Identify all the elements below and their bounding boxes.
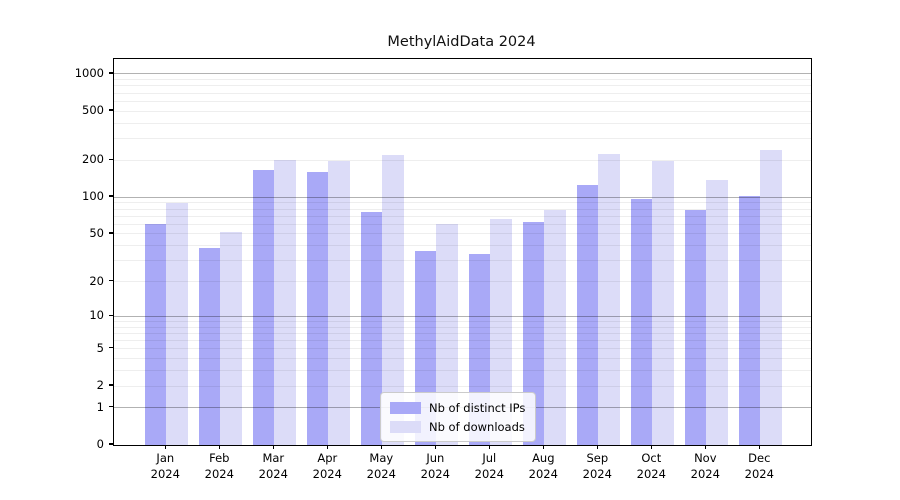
- x-tick-label-may: May 2024: [366, 451, 396, 481]
- chart-title: MethylAidData 2024: [387, 34, 536, 50]
- bar-ips-nov: [684, 209, 707, 445]
- x-tick-jan: [164, 445, 166, 449]
- y-tick-1: [108, 406, 113, 408]
- x-tick-dec: [758, 445, 760, 449]
- bar-ips-apr: [306, 172, 329, 445]
- x-tick-aug: [542, 445, 544, 449]
- x-tick-may: [380, 445, 382, 449]
- bar-downloads-jul: [490, 219, 512, 445]
- y-tick-100: [108, 195, 113, 197]
- x-tick-mar: [272, 445, 274, 449]
- x-tick-label-oct: Oct 2024: [636, 451, 666, 481]
- x-tick-label-mar: Mar 2024: [258, 451, 288, 481]
- x-tick-feb: [218, 445, 220, 449]
- y-tick-label-1: 1: [96, 399, 104, 414]
- x-tick-jul: [488, 445, 490, 449]
- x-tick-label-apr: Apr 2024: [312, 451, 342, 481]
- x-tick-label-jul: Jul 2024: [474, 451, 504, 481]
- y-tick-200: [108, 158, 113, 160]
- bar-ips-may: [360, 211, 383, 445]
- legend-swatch-downloads: [390, 420, 421, 433]
- y-tick-label-20: 20: [89, 273, 104, 288]
- y-tick-1000: [108, 72, 113, 74]
- bar-downloads-feb: [220, 231, 242, 445]
- legend-swatch-distinct-ips: [390, 401, 421, 414]
- y-tick-label-100: 100: [82, 189, 104, 204]
- bar-ips-sep: [576, 184, 599, 445]
- bar-ips-dec: [738, 196, 761, 445]
- bar-downloads-sep: [598, 154, 620, 445]
- plot-area: Nb of distinct IPs Nb of downloads: [113, 58, 812, 446]
- y-tick-20: [108, 279, 113, 282]
- legend: Nb of distinct IPs Nb of downloads: [380, 392, 537, 442]
- y-tick-5: [108, 347, 113, 349]
- y-tick-label-0: 0: [96, 437, 104, 451]
- bar-downloads-apr: [328, 160, 350, 445]
- x-tick-sep: [596, 445, 598, 449]
- y-tick-10: [108, 314, 113, 316]
- bar-ips-jan: [144, 224, 167, 445]
- legend-label-distinct-ips: Nb of distinct IPs: [429, 400, 526, 415]
- bar-ips-mar: [252, 170, 275, 445]
- y-tick-label-1000: 1000: [74, 65, 104, 80]
- x-tick-label-nov: Nov 2024: [690, 451, 720, 481]
- bar-downloads-mar: [274, 159, 296, 445]
- y-tick-label-5: 5: [96, 340, 104, 355]
- x-tick-apr: [326, 445, 328, 449]
- y-tick-500: [108, 109, 113, 111]
- legend-label-downloads: Nb of downloads: [429, 419, 525, 434]
- x-tick-nov: [704, 445, 706, 449]
- x-tick-jun: [434, 445, 436, 449]
- bar-downloads-aug: [544, 210, 566, 445]
- x-tick-label-feb: Feb 2024: [204, 451, 234, 481]
- bar-downloads-may: [382, 154, 404, 445]
- x-tick-label-jan: Jan 2024: [150, 451, 180, 481]
- bars-layer: [114, 59, 811, 445]
- bar-downloads-dec: [760, 150, 782, 445]
- bar-downloads-jan: [166, 202, 188, 445]
- y-tick-50: [108, 232, 113, 234]
- x-tick-label-dec: Dec 2024: [744, 451, 774, 481]
- bar-ips-aug: [522, 221, 545, 445]
- bar-downloads-oct: [652, 160, 674, 445]
- x-tick-label-jun: Jun 2024: [420, 451, 450, 481]
- legend-item-downloads: Nb of downloads: [390, 417, 525, 436]
- bar-downloads-nov: [706, 179, 728, 445]
- bar-ips-oct: [630, 198, 653, 445]
- y-tick-label-200: 200: [82, 152, 104, 167]
- y-tick-label-500: 500: [82, 103, 104, 118]
- y-tick-0: [108, 443, 113, 445]
- bar-ips-feb: [198, 248, 221, 445]
- y-tick-label-50: 50: [89, 225, 104, 240]
- legend-item-distinct-ips: Nb of distinct IPs: [390, 398, 525, 417]
- x-tick-label-aug: Aug 2024: [528, 451, 558, 481]
- y-tick-label-2: 2: [96, 378, 104, 392]
- y-tick-label-10: 10: [89, 308, 104, 323]
- x-tick-oct: [650, 445, 652, 449]
- y-tick-2: [108, 384, 113, 386]
- bar-downloads-jun: [436, 224, 458, 445]
- x-tick-label-sep: Sep 2024: [582, 451, 612, 481]
